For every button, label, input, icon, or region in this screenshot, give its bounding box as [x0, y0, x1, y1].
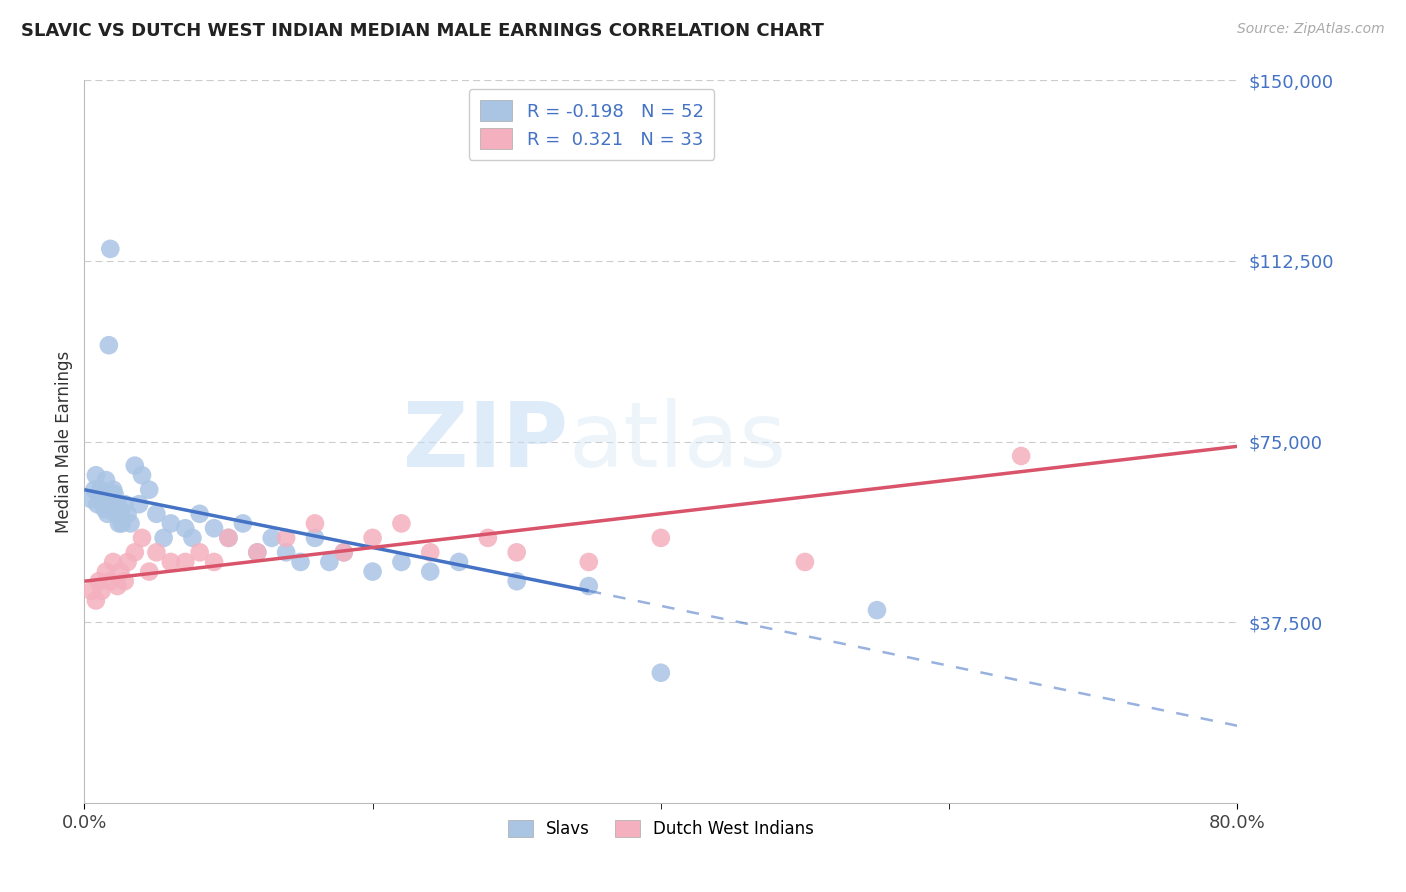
Point	[107, 579, 129, 593]
Point	[506, 574, 529, 589]
Point	[104, 487, 127, 501]
Point	[124, 545, 146, 559]
Point	[110, 565, 132, 579]
Point	[103, 555, 124, 569]
Point	[90, 583, 112, 598]
Point	[276, 545, 298, 559]
Point	[333, 545, 356, 559]
Point	[87, 574, 110, 589]
Text: atlas: atlas	[568, 398, 787, 485]
Point	[290, 555, 312, 569]
Point	[98, 242, 121, 256]
Point	[93, 502, 115, 516]
Point	[202, 555, 225, 569]
Point	[94, 565, 117, 579]
Point	[80, 492, 103, 507]
Point	[304, 516, 326, 531]
Text: ZIP: ZIP	[404, 398, 568, 485]
Point	[246, 545, 269, 559]
Point	[108, 516, 131, 531]
Point	[87, 487, 110, 501]
Point	[131, 468, 153, 483]
Point	[276, 531, 298, 545]
Point	[86, 497, 108, 511]
Legend: Slavs, Dutch West Indians: Slavs, Dutch West Indians	[501, 814, 821, 845]
Point	[202, 521, 225, 535]
Point	[866, 603, 889, 617]
Point	[152, 531, 174, 545]
Point	[145, 507, 167, 521]
Point	[117, 507, 139, 521]
Text: Source: ZipAtlas.com: Source: ZipAtlas.com	[1237, 22, 1385, 37]
Point	[110, 507, 132, 521]
Point	[650, 665, 672, 680]
Point	[98, 574, 121, 589]
Point	[188, 545, 211, 559]
Point	[89, 483, 111, 497]
Point	[188, 507, 211, 521]
Point	[83, 483, 105, 497]
Point	[117, 555, 139, 569]
Point	[578, 555, 600, 569]
Point	[794, 555, 817, 569]
Point	[391, 516, 413, 531]
Text: SLAVIC VS DUTCH WEST INDIAN MEDIAN MALE EARNINGS CORRELATION CHART: SLAVIC VS DUTCH WEST INDIAN MEDIAN MALE …	[21, 22, 824, 40]
Point	[100, 497, 122, 511]
Point	[506, 545, 529, 559]
Point	[391, 555, 413, 569]
Point	[107, 497, 129, 511]
Point	[120, 516, 142, 531]
Point	[1010, 449, 1032, 463]
Y-axis label: Median Male Earnings: Median Male Earnings	[55, 351, 73, 533]
Point	[84, 593, 107, 607]
Point	[105, 507, 128, 521]
Point	[218, 531, 240, 545]
Point	[361, 565, 384, 579]
Point	[131, 531, 153, 545]
Point	[94, 473, 117, 487]
Point	[578, 579, 600, 593]
Point	[114, 574, 136, 589]
Point	[232, 516, 254, 531]
Point	[419, 565, 441, 579]
Point	[260, 531, 283, 545]
Point	[111, 516, 134, 531]
Point	[97, 338, 120, 352]
Point	[145, 545, 167, 559]
Point	[160, 516, 183, 531]
Point	[90, 492, 112, 507]
Point	[333, 545, 356, 559]
Point	[96, 507, 118, 521]
Point	[80, 583, 103, 598]
Point	[318, 555, 340, 569]
Point	[84, 468, 107, 483]
Point	[246, 545, 269, 559]
Point	[477, 531, 499, 545]
Point	[103, 483, 124, 497]
Point	[114, 497, 136, 511]
Point	[304, 531, 326, 545]
Point	[449, 555, 471, 569]
Point	[138, 565, 160, 579]
Point	[650, 531, 672, 545]
Point	[218, 531, 240, 545]
Point	[160, 555, 183, 569]
Point	[361, 531, 384, 545]
Point	[174, 521, 197, 535]
Point	[181, 531, 204, 545]
Point	[128, 497, 150, 511]
Point	[419, 545, 441, 559]
Point	[174, 555, 197, 569]
Point	[91, 497, 114, 511]
Point	[124, 458, 146, 473]
Point	[138, 483, 160, 497]
